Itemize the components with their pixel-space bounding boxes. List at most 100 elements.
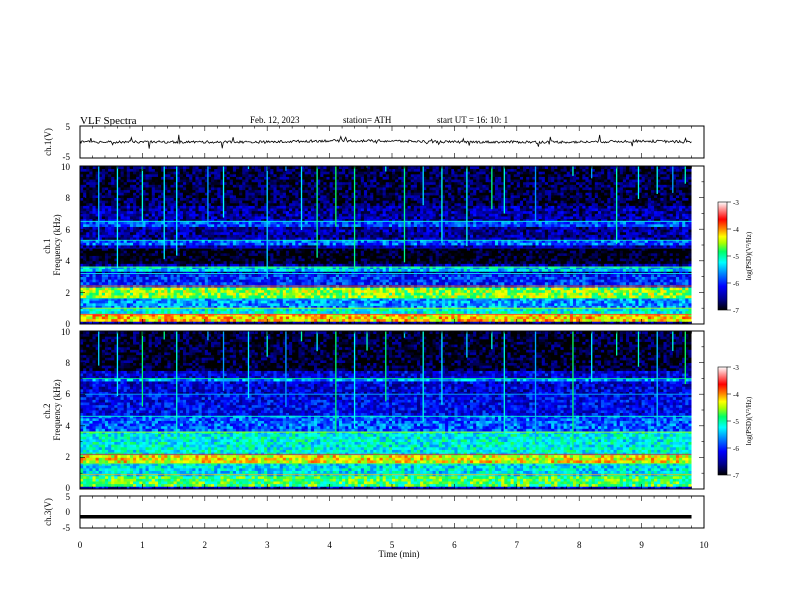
spectrogram-cell — [179, 271, 184, 275]
spectrogram-cell — [638, 281, 642, 285]
spectrogram-cell — [363, 281, 368, 285]
spectrogram-cell — [476, 305, 480, 309]
spectrogram-cell — [629, 260, 633, 264]
spectrogram-cell — [136, 297, 140, 301]
spectrogram-cell — [279, 268, 284, 272]
spectrogram-cell — [292, 287, 296, 291]
spectrogram-cell — [92, 300, 96, 304]
spectrogram-cell — [491, 279, 496, 283]
spectrogram-cell — [597, 313, 602, 317]
spectrogram-cell — [351, 287, 355, 291]
spectrogram-cell — [363, 316, 368, 320]
spectrogram-cell — [223, 279, 228, 283]
spectrogram-cell — [182, 271, 187, 275]
spectrogram-cell — [363, 313, 368, 317]
spectrogram-cell — [395, 276, 399, 280]
spectrogram-cell — [572, 297, 577, 301]
spectrogram-cell — [289, 287, 293, 291]
spectrogram-cell — [657, 302, 661, 306]
spectrogram-cell — [441, 318, 446, 322]
spectrogram-cell — [491, 273, 496, 277]
spectrogram-cell — [304, 302, 309, 306]
spectrogram-cell — [161, 266, 165, 270]
spectrogram-cell — [682, 271, 686, 275]
spectrogram-cell — [95, 295, 100, 299]
spectrogram-cell — [523, 279, 527, 283]
spectrogram-cell — [647, 260, 652, 264]
spectrogram-cell — [83, 308, 87, 312]
spectrogram-cell — [351, 310, 355, 314]
spectrogram-cell — [523, 276, 527, 280]
spectrogram-cell — [345, 308, 349, 312]
spectrogram-cell — [654, 266, 658, 270]
spectrogram-cell — [441, 297, 446, 301]
spectrogram-cell — [367, 292, 371, 296]
spectrogram-cell — [89, 297, 93, 301]
spectrogram-cell — [441, 287, 446, 291]
spectrogram-cell — [367, 266, 371, 270]
spectrogram-cell — [101, 308, 106, 312]
spectrogram-cell — [279, 310, 284, 314]
spectrogram-cell — [532, 263, 536, 267]
spectrogram-cell — [451, 287, 455, 291]
spectrogram-cell — [441, 302, 446, 306]
spectrogram-cell — [314, 271, 318, 275]
spectrogram-cell — [126, 318, 131, 322]
spectrogram-cell — [260, 276, 265, 280]
spectrogram-cell — [317, 302, 321, 306]
spectrogram-cell — [657, 297, 661, 301]
spectrogram-cell — [254, 271, 259, 275]
spectrogram-cell — [675, 302, 680, 306]
spectrogram-cell — [111, 287, 115, 291]
spectrogram-cell — [310, 295, 315, 299]
spectrogram-cell — [173, 287, 178, 291]
spectrogram-cell — [373, 308, 377, 312]
spectrogram-cell — [675, 310, 680, 314]
spectrogram-cell — [416, 313, 421, 317]
spectrogram-cell — [626, 316, 630, 320]
spectrogram-cell — [392, 302, 396, 306]
spectrogram-cell — [641, 281, 646, 285]
spectrogram-cell — [329, 302, 334, 306]
spectrogram-cell — [622, 310, 627, 314]
spectrogram-cell — [426, 271, 430, 275]
spectrogram-cell — [572, 292, 577, 296]
spectrogram-cell — [582, 268, 586, 272]
spectrogram-cell — [354, 263, 359, 267]
spectrogram-cell — [270, 305, 274, 309]
spectrogram-cell — [326, 289, 330, 293]
spectrogram-cell — [675, 281, 680, 285]
spectrogram-cell — [226, 313, 231, 317]
spectrogram-cell — [429, 263, 433, 267]
spectrogram-cell — [626, 302, 630, 306]
spectrogram-cell — [510, 279, 515, 283]
spectrogram-cell — [220, 276, 224, 280]
spectrogram-cell — [223, 295, 228, 299]
spectrogram-cell — [460, 260, 465, 264]
spectrogram-cell — [591, 321, 596, 325]
spectrogram-cell — [298, 300, 302, 304]
spectrogram-cell — [650, 310, 655, 314]
spectrogram-cell — [301, 279, 306, 283]
spectrogram-cell — [576, 268, 580, 272]
spectrogram-cell — [560, 289, 564, 293]
spectrogram-cell — [619, 321, 624, 325]
spectrogram-cell — [413, 310, 418, 314]
spectrogram-cell — [626, 276, 630, 280]
spectrogram-cell — [273, 281, 277, 285]
spectrogram-cell — [264, 297, 268, 301]
spectrogram-cell — [476, 292, 480, 296]
spectrogram-cell — [98, 289, 103, 293]
spectrogram-cell — [170, 295, 174, 299]
spectrogram-cell — [532, 321, 536, 325]
spectrogram-cell — [466, 321, 471, 325]
spectrogram-cell — [501, 279, 505, 283]
spectrogram-cell — [92, 321, 96, 325]
spectrogram-cell — [114, 305, 118, 309]
spectrogram-cell — [367, 295, 371, 299]
spectrogram-cell — [510, 295, 515, 299]
spectrogram-cell — [398, 281, 402, 285]
spectrogram-cell — [423, 281, 427, 285]
spectrogram-cell — [295, 305, 299, 309]
spectrogram-cell — [354, 318, 359, 322]
